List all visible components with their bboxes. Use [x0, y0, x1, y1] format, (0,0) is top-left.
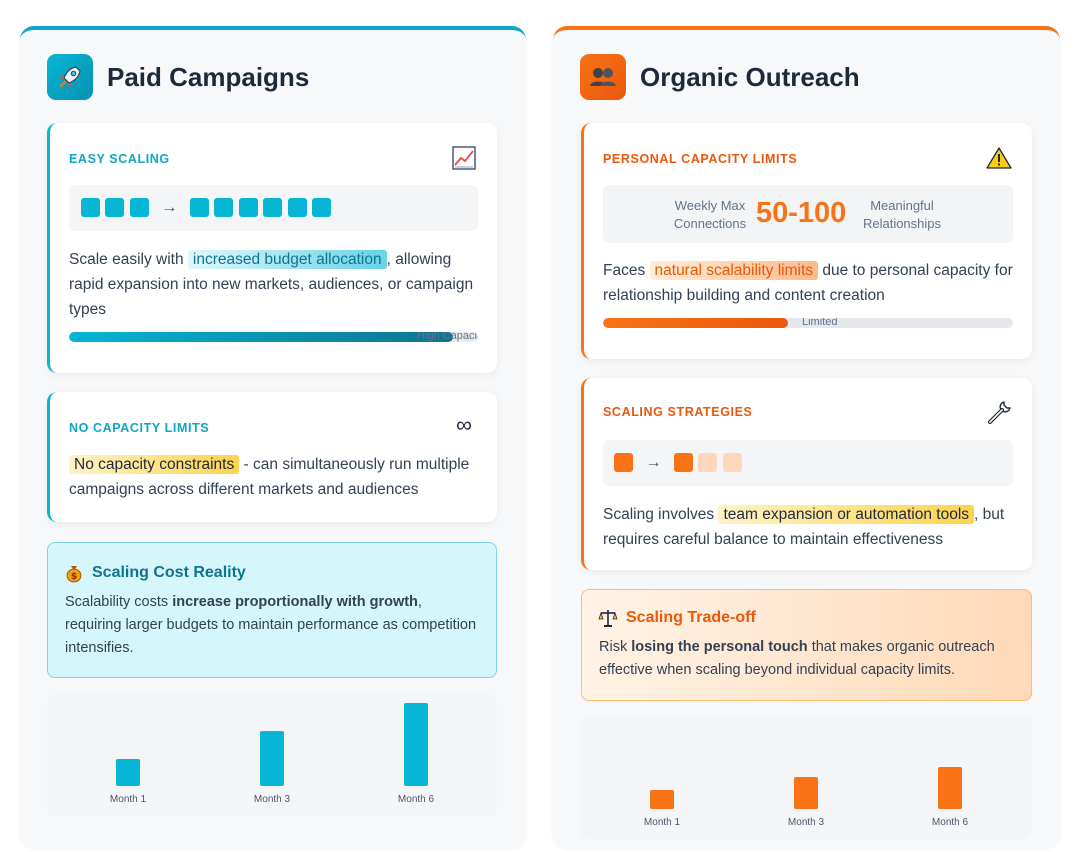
unit-square — [312, 198, 332, 217]
unit-square — [129, 198, 149, 217]
note-text: Risk losing the personal touch that make… — [599, 636, 1013, 682]
strategies-text: Scaling involves team expansion or autom… — [603, 502, 1014, 552]
paid-growth-chart-svg: Month 1 Month 3 Month 6 — [110, 703, 435, 805]
note-text: Scalability costs increase proportionall… — [65, 591, 478, 660]
unit-square — [722, 453, 742, 472]
chart-bar — [938, 767, 962, 809]
text-segment: , requiring larger budgets to maintain p… — [65, 594, 477, 656]
easy-scaling-card: EASY SCALING → Scale easily with increas… — [47, 123, 497, 373]
unit-square — [214, 198, 234, 217]
text-segment: - can simultaneously run multiple campai… — [69, 456, 470, 498]
highlight: team expansion or automation tools — [718, 505, 975, 524]
warning-icon — [986, 145, 1012, 171]
note-title-text: Scaling Cost Reality — [92, 564, 246, 581]
highlight: natural scalability limits — [649, 261, 819, 280]
capacity-bar-label: Limited — [802, 318, 838, 328]
chart-bar — [404, 703, 428, 786]
panel-title: Paid Campaigns — [107, 61, 310, 92]
capacity-bar-fill — [69, 332, 454, 342]
scaling-tradeoff-note: Scaling Trade-off Risk losing the person… — [581, 589, 1032, 701]
balance-scale-icon — [598, 608, 618, 628]
rocket-icon — [47, 54, 93, 100]
text-segment: due to personal capacity for relationshi… — [603, 262, 1013, 304]
chart-bar — [260, 731, 284, 786]
chart-bar — [794, 777, 818, 809]
capacity-bar-fill — [603, 318, 788, 328]
scaling-cost-note: $ Scaling Cost Reality Scalability costs… — [47, 542, 497, 678]
card-label: SCALING STRATEGIES — [603, 405, 753, 419]
text-segment: Scaling involves — [603, 506, 719, 523]
bold-text: losing the personal touch — [631, 639, 808, 655]
easy-scaling-text: Scale easily with increased budget alloc… — [69, 247, 479, 322]
organic-growth-chart-svg: Month 1 Month 3 Month 6 — [644, 767, 969, 828]
money-bag-icon: $ — [64, 563, 84, 583]
strategy-visual: → — [603, 440, 1013, 486]
panel-title: Organic Outreach — [640, 61, 860, 92]
capacity-metric: Weekly Max Connections 50-100 Meaningful… — [603, 185, 1013, 243]
highlight: increased budget allocation — [187, 250, 387, 269]
chart-x-label: Month 1 — [110, 794, 147, 805]
text-segment: Scale easily with — [69, 251, 188, 268]
no-capacity-limits-card: NO CAPACITY LIMITS ∞ No capacity constra… — [47, 392, 497, 522]
no-limits-text: No capacity constraints - can simultaneo… — [69, 452, 479, 502]
paid-header: Paid Campaigns — [47, 54, 309, 100]
bold-text: increase proportionally with growth — [172, 594, 418, 610]
capacity-bar: Limited — [603, 318, 1013, 328]
note-title: $ Scaling Cost Reality — [64, 563, 246, 583]
chart-increasing-icon — [451, 145, 477, 171]
text-segment: Risk — [599, 639, 632, 655]
highlight: No capacity constraints — [69, 455, 240, 474]
organic-growth-chart: Month 1 Month 3 Month 6 — [581, 717, 1032, 839]
note-title-text: Scaling Trade-off — [626, 609, 756, 626]
chart-bar — [116, 759, 140, 786]
scaling-visual: → — [69, 185, 478, 231]
chart-x-label: Month 1 — [644, 817, 681, 828]
infinity-icon: ∞ — [456, 412, 472, 437]
capacity-bar: High Capacity — [69, 332, 478, 342]
chart-x-label: Month 6 — [932, 817, 969, 828]
metric-left-label: Weekly Max Connections — [655, 197, 765, 233]
card-label: NO CAPACITY LIMITS — [69, 421, 210, 435]
arrow-right-icon: → — [645, 453, 662, 471]
chart-x-label: Month 3 — [788, 817, 825, 828]
wrench-icon — [986, 400, 1012, 426]
card-label: PERSONAL CAPACITY LIMITS — [603, 152, 798, 166]
capacity-bar-label: High Capacity — [417, 332, 478, 342]
unit-square — [238, 198, 258, 217]
card-label: EASY SCALING — [69, 152, 170, 166]
text-segment: that makes organic outreach effective wh… — [599, 639, 995, 678]
metric-left-line: Connections — [673, 216, 747, 231]
metric-value: 50-100 — [756, 197, 847, 229]
note-title: Scaling Trade-off — [598, 608, 756, 628]
text-segment: , but requires careful balance to mainta… — [603, 506, 1005, 548]
paid-growth-chart: Month 1 Month 3 Month 6 — [47, 694, 497, 816]
unit-square — [263, 198, 283, 217]
svg-text:$: $ — [71, 572, 77, 582]
unit-square — [614, 453, 633, 472]
unit-square — [673, 453, 693, 472]
metric-left-line: Weekly Max — [674, 198, 746, 213]
text-segment: , allowing rapid expansion into new mark… — [69, 251, 474, 318]
metric-right-line: Relationships — [862, 216, 942, 231]
unit-square — [81, 198, 100, 217]
organic-header: Organic Outreach — [580, 54, 860, 100]
paid-campaigns-panel: Paid Campaigns EASY SCALING → Scale easi… — [20, 26, 526, 848]
unit-square — [105, 198, 125, 217]
chart-x-label: Month 3 — [254, 794, 291, 805]
unit-square — [287, 198, 307, 217]
personal-capacity-card: PERSONAL CAPACITY LIMITS Weekly Max Conn… — [581, 123, 1032, 359]
text-segment: Faces — [603, 262, 650, 279]
chart-x-label: Month 6 — [398, 794, 435, 805]
organic-outreach-panel: Organic Outreach PERSONAL CAPACITY LIMIT… — [553, 26, 1060, 848]
chart-bar — [650, 790, 674, 809]
people-icon — [580, 54, 626, 100]
metric-right-label: Meaningful Relationships — [857, 197, 947, 233]
unit-square — [189, 198, 209, 217]
metric-right-line: Meaningful — [870, 198, 934, 213]
scaling-strategies-card: SCALING STRATEGIES → Scaling involves te… — [581, 378, 1032, 570]
capacity-text: Faces natural scalability limits due to … — [603, 258, 1014, 308]
arrow-right-icon: → — [161, 198, 178, 216]
text-segment: Scalability costs — [65, 594, 173, 610]
unit-square — [698, 453, 718, 472]
